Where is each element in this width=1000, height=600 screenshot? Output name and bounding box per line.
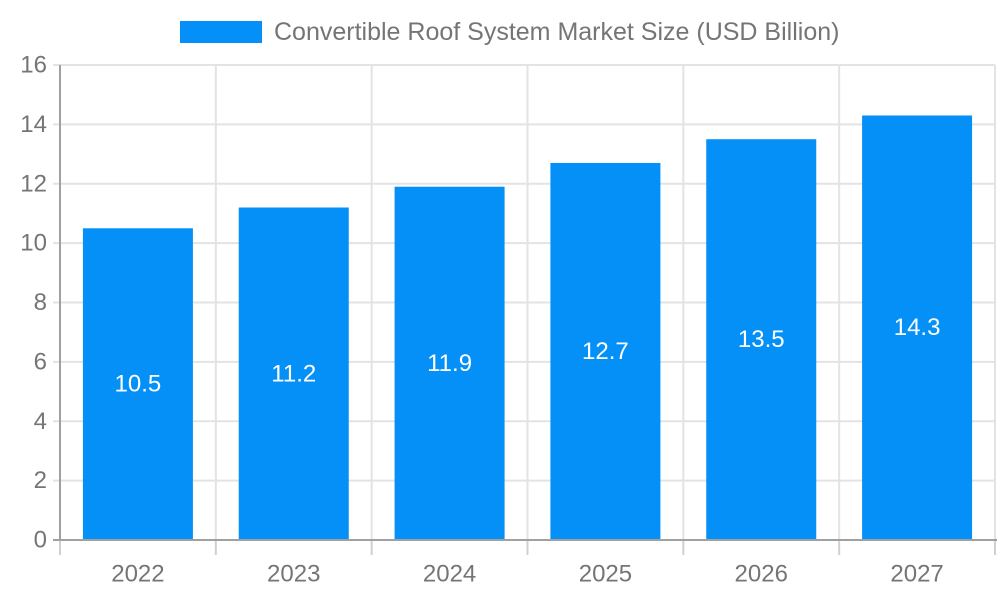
y-axis-tick-label: 4 — [34, 408, 47, 435]
y-axis-tick-label: 2 — [34, 467, 47, 494]
bar-value-label: 11.9 — [427, 350, 472, 377]
bar[interactable] — [82, 228, 193, 540]
legend-swatch — [180, 21, 262, 43]
legend-label: Convertible Roof System Market Size (USD… — [274, 18, 840, 46]
y-axis-tick-label: 6 — [34, 348, 47, 375]
y-axis-tick-label: 14 — [20, 111, 47, 138]
bar-value-label: 12.7 — [582, 338, 629, 365]
bar[interactable] — [706, 139, 817, 540]
x-axis-category-label: 2023 — [267, 561, 320, 588]
x-axis-category-label: 2022 — [111, 561, 164, 588]
bar[interactable] — [394, 186, 505, 540]
bar[interactable] — [862, 115, 973, 540]
legend: Convertible Roof System Market Size (USD… — [180, 17, 839, 47]
y-axis-tick-label: 12 — [20, 170, 47, 197]
bar-value-label: 13.5 — [738, 326, 785, 353]
x-axis-category-label: 2025 — [579, 561, 632, 588]
x-axis-category-label: 2027 — [890, 561, 943, 588]
x-axis-category-label: 2026 — [735, 561, 788, 588]
y-axis-tick-label: 10 — [20, 230, 47, 257]
y-axis-tick-label: 0 — [34, 527, 47, 554]
bar-value-label: 10.5 — [115, 371, 162, 398]
y-axis-tick-label: 16 — [20, 52, 47, 79]
bar-value-label: 11.2 — [271, 360, 316, 387]
bar[interactable] — [238, 207, 349, 541]
bar-value-label: 14.3 — [894, 314, 941, 341]
y-axis-tick-label: 8 — [34, 289, 47, 316]
x-axis-category-label: 2024 — [423, 561, 476, 588]
bar[interactable] — [550, 162, 661, 540]
